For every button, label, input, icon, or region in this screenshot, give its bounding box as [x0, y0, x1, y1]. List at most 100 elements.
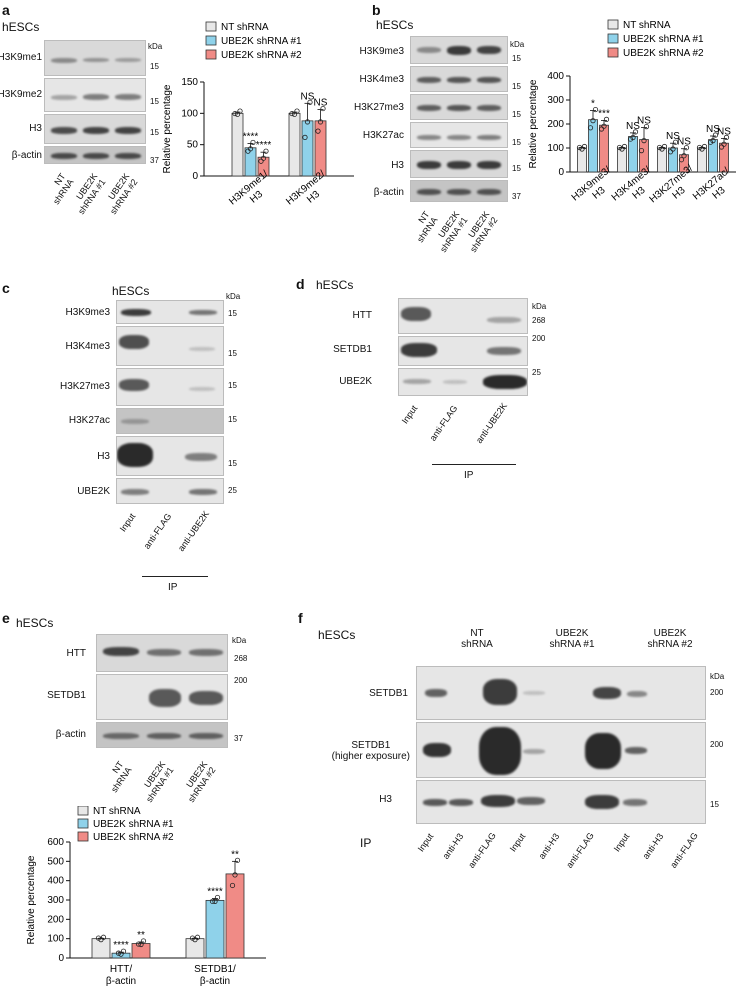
- y-axis-label: Relative percentage: [162, 84, 173, 173]
- blot-e-actin: [96, 722, 228, 748]
- data-point: [320, 105, 326, 112]
- significance-label: **: [231, 849, 239, 860]
- data-point: [289, 110, 295, 117]
- lane-label: anti-H3: [440, 831, 466, 861]
- legend-label: NT shRNA: [623, 20, 671, 31]
- row-label: H3K4me3: [359, 74, 404, 85]
- blot-a-h3: [44, 114, 146, 144]
- mw-marker: 15: [228, 381, 237, 390]
- data-point: [263, 148, 269, 154]
- category-label: β-actin: [106, 976, 136, 987]
- data-point: [678, 157, 685, 163]
- data-point: [232, 110, 238, 117]
- data-point: [630, 134, 636, 141]
- y-tick-label: 200: [547, 119, 564, 130]
- mw-marker: 268: [234, 654, 248, 663]
- row-label: H3K9me1: [0, 52, 42, 63]
- data-point: [232, 872, 238, 878]
- lane-label: Input: [415, 831, 436, 854]
- blot-c-h3k9me3: [116, 300, 224, 324]
- row-label: HTT: [352, 310, 372, 321]
- data-point: [100, 934, 107, 940]
- significance-label: NS: [637, 116, 651, 127]
- category-label: SETDB1/: [194, 964, 236, 975]
- mw-marker: 268: [532, 316, 546, 325]
- mw-marker: 15: [512, 110, 521, 119]
- lane-label: Input: [611, 831, 632, 854]
- row-label: H3K9me2: [0, 89, 42, 100]
- data-point: [140, 938, 147, 944]
- chart-e: NT shRNA UBE2K shRNA #1 UBE2K shRNA #2 0 100…: [26, 806, 266, 987]
- data-point: [209, 898, 216, 904]
- lane-label: anti-FLAG: [141, 511, 174, 551]
- panel-b-title: hESCs: [376, 18, 414, 32]
- chart-a: NT shRNA UBE2K shRNA #1 UBE2K shRNA #2 0 50 1…: [162, 21, 354, 207]
- row-label: H3K27me3: [353, 102, 404, 113]
- mw-marker: 200: [710, 740, 724, 749]
- legend-label: UBE2K shRNA #2: [221, 50, 302, 61]
- legend-swatch: [77, 818, 89, 829]
- ip-label: IP: [464, 470, 474, 481]
- lane-label: Input: [507, 831, 528, 854]
- panel-f-label: f: [298, 610, 303, 626]
- blot-c-ube2k: [116, 478, 224, 504]
- lane-label: anti-H3: [640, 831, 666, 861]
- significance-label: NS: [666, 131, 680, 142]
- row-label: H3: [97, 451, 110, 462]
- row-label: β-actin: [11, 150, 42, 161]
- y-tick-label: 100: [547, 143, 564, 154]
- mw-marker: 15: [710, 800, 719, 809]
- mw-marker: 15: [512, 82, 521, 91]
- data-point: [234, 111, 241, 117]
- bar: [231, 112, 244, 177]
- data-point: [638, 148, 645, 154]
- blot-f-h3: [416, 780, 706, 824]
- lane-label: anti-FLAG: [564, 830, 596, 870]
- y-tick-label: 500: [47, 856, 64, 867]
- panel-e-title: hESCs: [16, 616, 54, 630]
- mw-marker: 15: [228, 415, 237, 424]
- row-label: H3K27ac: [362, 130, 404, 141]
- blot-c-h3: [116, 436, 224, 476]
- significance-label: ***: [598, 108, 610, 119]
- category-label: β-actin: [200, 976, 230, 987]
- y-axis-label: Relative percentage: [528, 79, 539, 168]
- panel-a-title: hESCs: [2, 20, 40, 34]
- data-point: [118, 951, 124, 957]
- data-point: [587, 125, 594, 131]
- data-point: [302, 134, 308, 141]
- lane-label: anti-UBE2K: [473, 400, 510, 446]
- row-label: H3K4me3: [65, 341, 110, 352]
- data-point: [681, 153, 687, 159]
- bar: [205, 899, 225, 959]
- mw-marker: 15: [150, 128, 159, 137]
- y-tick-label: 100: [181, 108, 198, 119]
- data-point: [581, 143, 588, 150]
- blot-c-h3k4me3: [116, 326, 224, 366]
- significance-label: **: [137, 930, 145, 941]
- blot-b-h3: [410, 150, 508, 178]
- blot-f-setdb1: [416, 666, 706, 720]
- row-label: β-actin: [55, 729, 86, 740]
- bar: [244, 147, 257, 177]
- blot-c-h3k27me3: [116, 368, 224, 406]
- legend-swatch: [607, 33, 619, 44]
- data-point: [120, 948, 127, 954]
- blot-d-ube2k: [398, 368, 528, 396]
- row-label: H3K9me3: [359, 46, 404, 57]
- blot-b-h3k27me3: [410, 94, 508, 120]
- ip-label: IP: [360, 836, 372, 850]
- row-label: SETDB1: [369, 688, 408, 699]
- data-point: [234, 857, 241, 863]
- lane-label: UBE2K shRNA #2: [466, 209, 500, 255]
- y-tick-label: 400: [547, 71, 564, 82]
- panel-d-title: hESCs: [316, 278, 354, 292]
- mw-marker: 37: [150, 156, 159, 165]
- data-point: [641, 138, 647, 144]
- y-tick-label: 0: [192, 171, 198, 182]
- bar: [697, 147, 707, 173]
- panel-f-title: hESCs: [318, 628, 356, 642]
- bar: [599, 124, 609, 173]
- ip-label: IP: [168, 582, 178, 593]
- blot-a-h3k9me1: [44, 40, 146, 76]
